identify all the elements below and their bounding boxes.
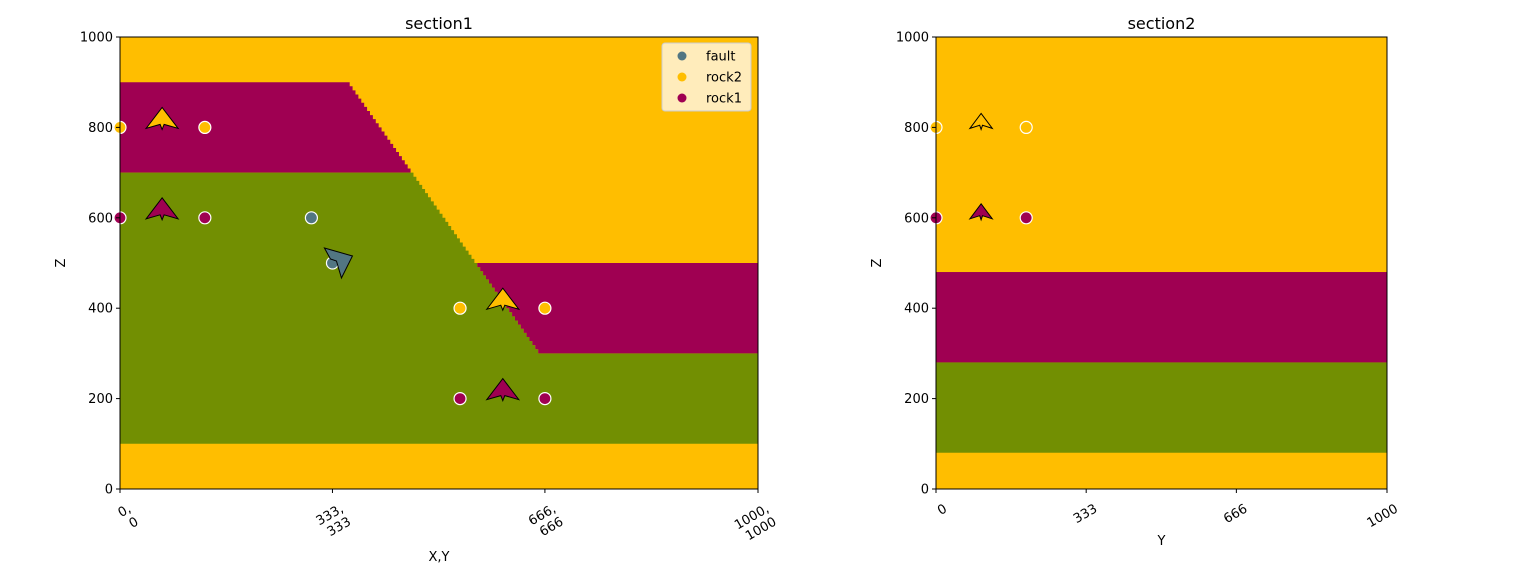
- section1-rock1-footwall: [477, 263, 758, 354]
- section1-y-tick-label: 0: [105, 483, 113, 498]
- section1-x-axis-label: X,Y: [429, 550, 450, 565]
- section2-geology-fill: [936, 37, 1387, 489]
- section1-plot: 0 200 400 600 800 1000 0,0 333,333 666,666 1000,1…: [54, 14, 779, 565]
- section2-rock2-point: [1019, 120, 1033, 135]
- section1-y-axis-label: Z: [54, 258, 69, 267]
- section2-y-tick-label: 800: [904, 121, 929, 136]
- section2-y-tick-label: 0: [921, 483, 929, 498]
- section1-rock2-point: [453, 301, 467, 315]
- section2-rock1-point: [1019, 211, 1033, 225]
- section1-rock1-orientation: [485, 377, 521, 402]
- section2-y-tick-label: 400: [904, 302, 929, 317]
- section1-rock2-point: [538, 301, 552, 315]
- section1-x-tick-label: 333,333: [314, 502, 354, 542]
- section2-basement-band: [936, 362, 1387, 453]
- section2-rock1-orientation: [968, 202, 994, 222]
- section2-rock2-orientation: [968, 112, 994, 131]
- legend-box: [661, 42, 752, 112]
- section1-fault-orientation: [323, 247, 354, 280]
- section1-legend: fault rock2 rock1: [661, 42, 752, 112]
- section1-x-tick-label: 666,666: [526, 502, 566, 542]
- section1-y-tick-label: 600: [88, 211, 113, 226]
- legend-marker-rock1: [677, 93, 687, 103]
- section2-rock2-band: [936, 452, 1387, 489]
- section2-x-tick-label: 666: [1221, 502, 1250, 527]
- section1-axes-frame: [119, 36, 759, 490]
- legend-marker-rock2: [677, 72, 687, 82]
- section2-axes-frame: [935, 36, 1388, 490]
- legend-label-fault: fault: [706, 50, 736, 65]
- section2-x-tick-label: 1000: [1365, 502, 1401, 532]
- section2-x-axis-label: Y: [1157, 534, 1166, 549]
- section1-y-tick-label: 800: [88, 121, 113, 136]
- section2-x-tick-label: 333: [1071, 502, 1100, 527]
- section2-rock2-band: [936, 37, 1387, 273]
- section1-x-tick-label: 1000,1000: [732, 502, 779, 547]
- section2-rock1-band: [936, 272, 1387, 363]
- section1-rock1-orientation: [144, 196, 180, 222]
- section1-rock2-point: [198, 120, 212, 135]
- section2-title: section2: [1128, 14, 1196, 33]
- section1-rock1-point: [538, 392, 552, 406]
- section1-y-tick-label: 400: [88, 302, 113, 317]
- section2-markers: [929, 112, 1033, 225]
- section2-x-tick-label: 0: [935, 502, 950, 519]
- legend-marker-fault: [677, 51, 687, 61]
- section1-title: section1: [405, 14, 473, 33]
- section1-rock2-orientation: [144, 106, 180, 131]
- section2-y-tick-label: 600: [904, 211, 929, 226]
- section1-fault-point: [304, 211, 318, 225]
- section1-basement-region: [120, 172, 758, 444]
- section1-rock1-point: [453, 392, 467, 406]
- legend-label-rock1: rock1: [706, 92, 742, 107]
- section1-y-tick-label: 200: [88, 392, 113, 407]
- section2-y-tick-label: 1000: [896, 31, 929, 46]
- section1-rock1-point: [198, 211, 212, 225]
- section2-y-axis-label: Z: [870, 258, 885, 267]
- section1-y-tick-label: 1000: [80, 31, 113, 46]
- section1-geology-fill: [120, 37, 758, 489]
- section1-rock2-orientation: [485, 287, 521, 312]
- section2-y-tick-label: 200: [904, 392, 929, 407]
- section1-rock1-hanging-wall: [120, 82, 414, 173]
- legend-label-rock2: rock2: [706, 71, 742, 86]
- section1-x-tick-label: 0,0: [116, 502, 142, 534]
